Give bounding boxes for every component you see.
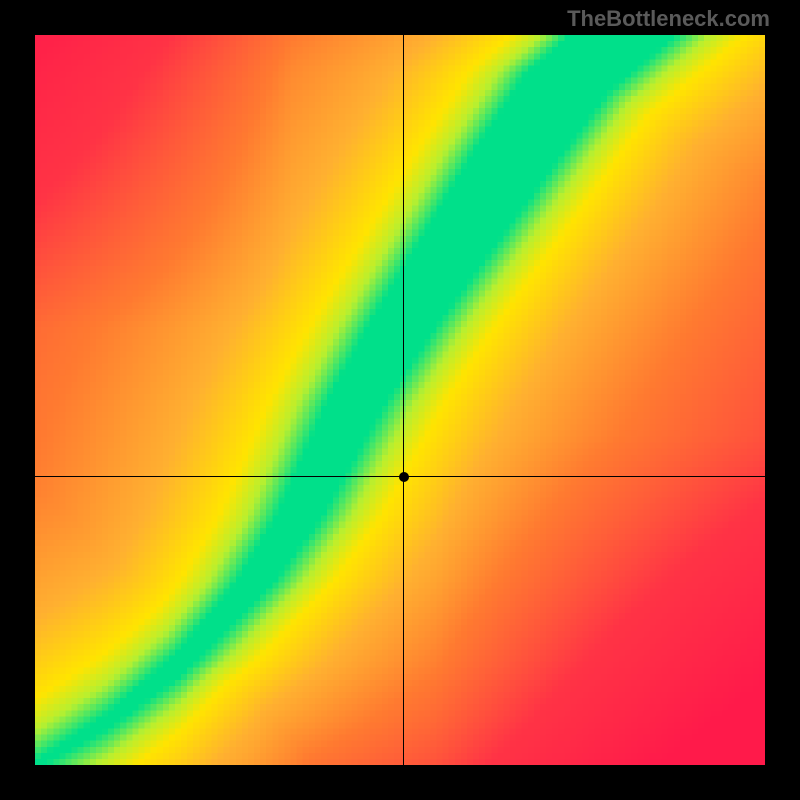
watermark-text: TheBottleneck.com bbox=[567, 6, 770, 32]
chart-container: TheBottleneck.com bbox=[0, 0, 800, 800]
crosshair-vertical bbox=[403, 35, 404, 765]
plot-area bbox=[35, 35, 765, 765]
crosshair-dot bbox=[399, 472, 409, 482]
heatmap-canvas bbox=[35, 35, 765, 765]
